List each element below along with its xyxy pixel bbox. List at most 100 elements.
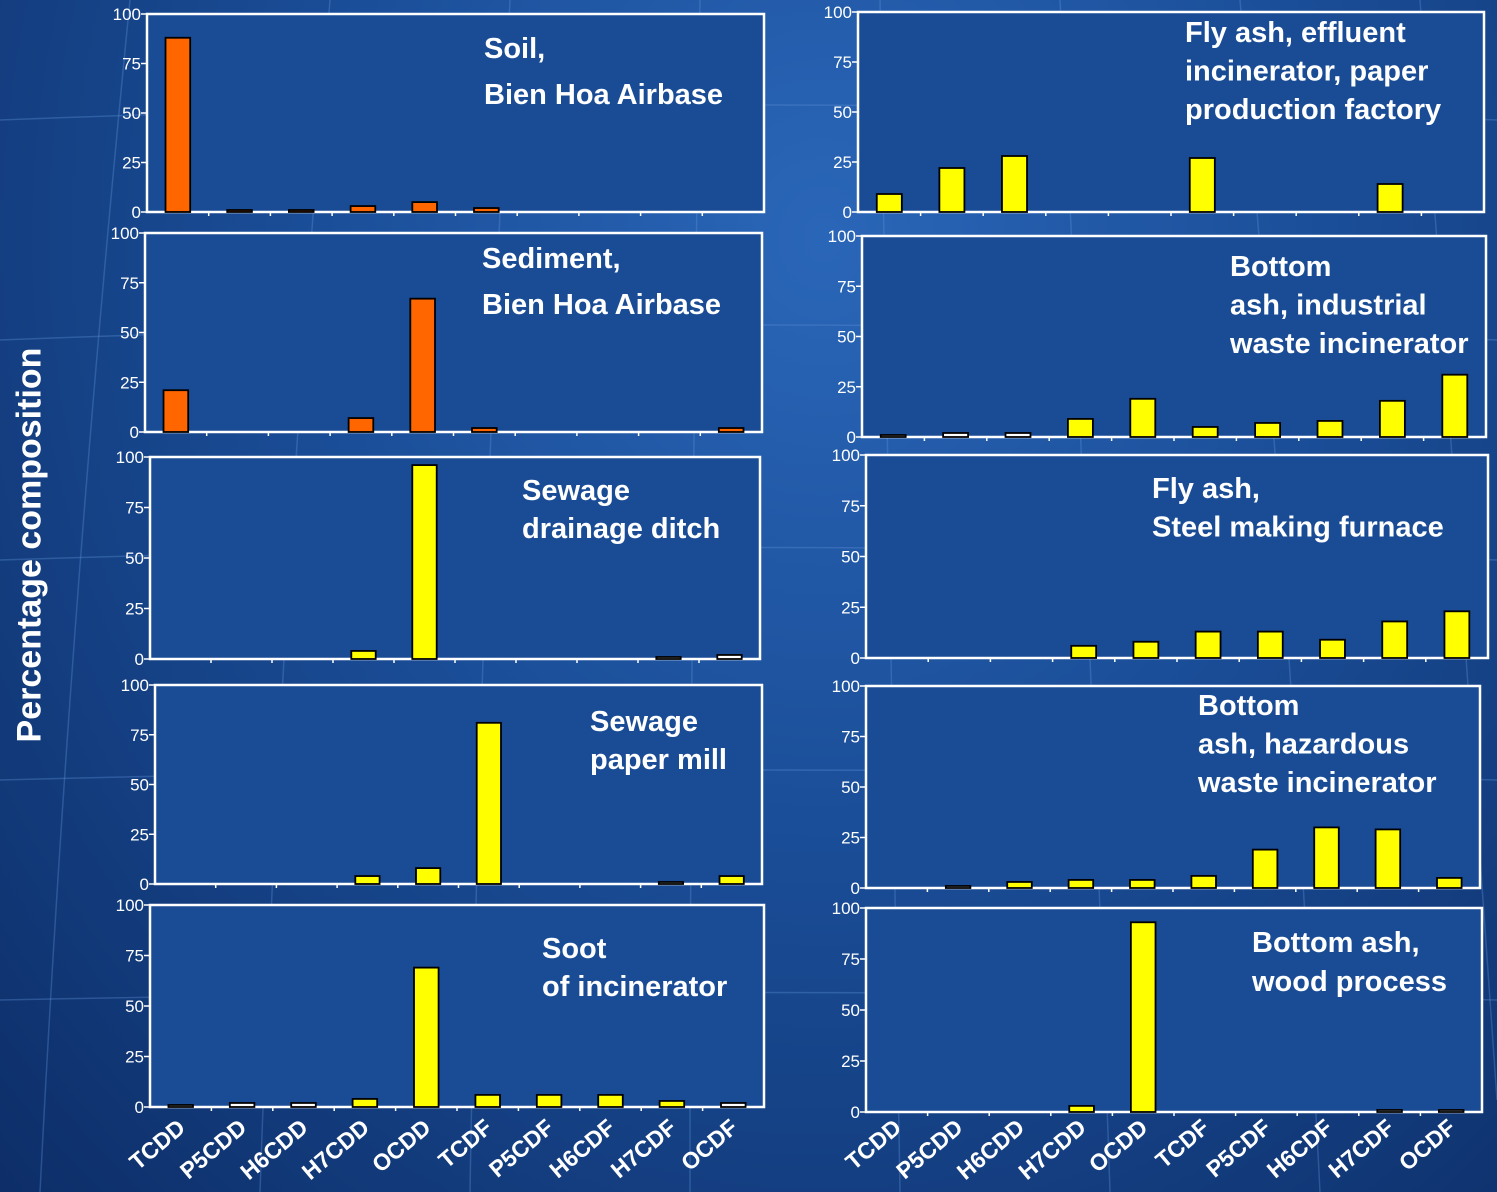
bar-p5cdd xyxy=(226,209,253,213)
chart-title-line: Bien Hoa Airbase xyxy=(482,289,721,321)
y-tick-label: 75 xyxy=(837,277,856,296)
y-tick-label: 100 xyxy=(121,676,149,695)
chart-panel-10: 0 25 50 75 100 Bottom ash, wood process xyxy=(832,899,1484,1122)
y-tick-label: 75 xyxy=(841,497,860,516)
chart-title-line: Sediment, xyxy=(482,243,621,275)
x-tick-label-h7cdd: H7CDD xyxy=(297,1114,374,1185)
chart-title-line: Bottom xyxy=(1198,690,1299,722)
chart-title-line: Bien Hoa Airbase xyxy=(484,79,723,111)
bar-ocdf xyxy=(1443,610,1471,659)
y-tick-label: 50 xyxy=(125,549,144,568)
chart-title-line: Fly ash, xyxy=(1152,473,1260,505)
y-tick-label: 0 xyxy=(140,875,149,894)
y-tick-label: 100 xyxy=(116,896,144,915)
bar-h7cdd xyxy=(1067,418,1094,438)
y-tick-label: 50 xyxy=(841,548,860,567)
bar-h7cdd xyxy=(1070,644,1098,659)
bar-ocdd xyxy=(413,966,440,1108)
bar-ocdd xyxy=(411,201,438,213)
bar-ocdf xyxy=(1437,1109,1465,1113)
bar-h7cdf xyxy=(1381,620,1409,659)
chart-panel-8: 0 25 50 75 100 Fly ash, Steel making furnace xyxy=(832,446,1490,668)
x-tick-label-p5cdf: P5CDF xyxy=(484,1114,558,1182)
y-tick-label: 50 xyxy=(120,324,139,343)
chart-title-line: incinerator, paper xyxy=(1185,56,1428,88)
bar-p5cdf xyxy=(1254,422,1281,438)
y-tick-label: 100 xyxy=(824,3,852,22)
bar-ocdd xyxy=(1132,640,1160,659)
y-tick-label: 50 xyxy=(125,997,144,1016)
plot-area xyxy=(148,455,762,661)
chart-panel-3: 0 25 50 75 100 Sewage drainage ditch xyxy=(116,448,762,669)
bar-h7cdf xyxy=(1374,828,1402,889)
chart-title-line: Sewage xyxy=(590,706,698,738)
y-tick-label: 0 xyxy=(851,649,860,668)
x-tick-label-h6cdf: H6CDF xyxy=(1262,1114,1337,1183)
bar-h7cdd xyxy=(351,1098,379,1108)
chart-title-line: wood process xyxy=(1251,966,1447,998)
chart-title-line: ash, industrial xyxy=(1230,290,1427,322)
bar-tcdd xyxy=(875,193,903,213)
y-tick-label: 25 xyxy=(125,600,144,619)
bar-h7cdf xyxy=(1379,399,1406,438)
bar-h7cdd xyxy=(349,205,377,213)
bar-h6cdf xyxy=(1313,826,1340,889)
x-tick-label-h6cdf: H6CDF xyxy=(544,1114,619,1183)
bar-h7cdf xyxy=(655,656,682,660)
y-tick-label: 100 xyxy=(828,227,856,246)
chart-title-line: Soil, xyxy=(484,33,545,65)
y-tick-label: 25 xyxy=(841,598,860,617)
chart-title-line: Fly ash, effluent xyxy=(1185,17,1406,49)
plot-area xyxy=(145,12,766,214)
bar-tcdd xyxy=(164,36,192,213)
chart-panel-7: 0 25 50 75 100 Bottom ash, industrial waste inc… xyxy=(828,227,1488,447)
charts-layer: 0 25 50 75 100 Soil, Bien Hoa Airbase 0 25 50 75 10… xyxy=(111,3,1490,1122)
y-tick-label: 50 xyxy=(841,1001,860,1020)
y-tick-label: 100 xyxy=(111,224,139,243)
plot-area xyxy=(148,903,766,1109)
bar-tcdf xyxy=(1194,630,1222,659)
y-tick-label: 100 xyxy=(832,677,860,696)
y-tick-label: 75 xyxy=(841,728,860,747)
y-tick-label: 50 xyxy=(837,328,856,347)
bar-p5cdf xyxy=(1251,848,1279,889)
bar-h6cdd xyxy=(1004,432,1032,438)
bar-tcdf xyxy=(471,427,498,433)
chart-panel-1: 0 25 50 75 100 Soil, Bien Hoa Airbase xyxy=(113,5,766,222)
y-tick-label: 25 xyxy=(837,378,856,397)
bar-h7cdd xyxy=(354,875,381,885)
bar-h7cdf xyxy=(657,881,684,885)
bar-h7cdd xyxy=(347,417,375,433)
y-tick-label: 25 xyxy=(125,1048,144,1067)
x-tick-label-ocdd: OCDD xyxy=(367,1114,436,1177)
y-tick-label: 75 xyxy=(841,950,860,969)
chart-title-line: drainage ditch xyxy=(522,513,720,545)
chart-title-line: waste incinerator xyxy=(1197,767,1437,799)
chart-title-line: ash, hazardous xyxy=(1198,729,1409,761)
bar-ocdd xyxy=(1129,879,1156,889)
y-tick-label: 50 xyxy=(833,103,852,122)
y-tick-label: 25 xyxy=(130,825,149,844)
x-axis-labels: TCDDP5CDDH6CDDH7CDDOCDDTCDFP5CDFH6CDFH7C… xyxy=(124,1114,1460,1185)
y-tick-label: 75 xyxy=(125,499,144,518)
y-tick-label: 50 xyxy=(122,104,141,123)
y-tick-label: 75 xyxy=(120,274,139,293)
bar-h6cdf xyxy=(1319,638,1346,659)
bar-h7cdd xyxy=(1068,1104,1095,1113)
y-tick-label: 0 xyxy=(851,1103,860,1122)
bar-h7cdd xyxy=(350,650,377,660)
globe-line xyxy=(39,0,131,1192)
x-tick-label-p5cdd: P5CDD xyxy=(891,1114,967,1184)
y-tick-label: 100 xyxy=(832,446,860,465)
y-tick-label: 75 xyxy=(833,53,852,72)
chart-title-line: of incinerator xyxy=(542,971,727,1003)
y-tick-label: 0 xyxy=(130,423,139,442)
bar-ocdd xyxy=(1129,397,1157,438)
x-tick-label-ocdd: OCDD xyxy=(1084,1114,1153,1177)
bar-ocdd xyxy=(411,464,438,660)
chart-panel-4: 0 25 50 75 100 Sewage paper mill xyxy=(121,676,764,894)
chart-panel-9: 0 25 50 75 100 Bottom ash, hazardous waste inci… xyxy=(832,677,1482,898)
y-tick-label: 100 xyxy=(113,5,141,24)
bar-p5cdf xyxy=(1256,630,1284,659)
bar-ocdf xyxy=(716,654,743,660)
